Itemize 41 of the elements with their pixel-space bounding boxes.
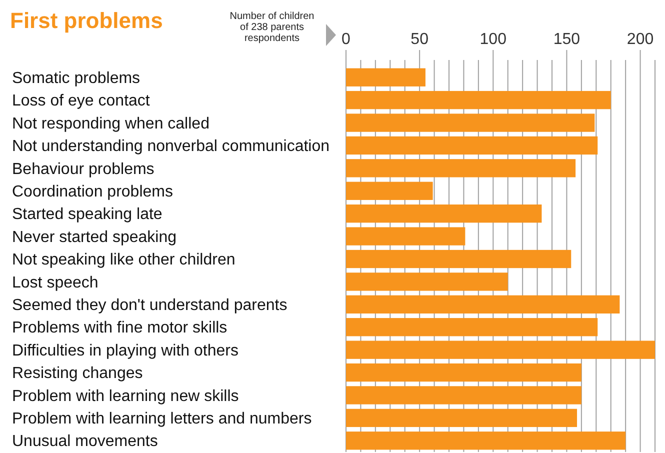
bar	[346, 136, 598, 155]
x-tick-label: 200	[626, 31, 654, 48]
bar	[346, 159, 576, 178]
bar	[346, 340, 655, 359]
y-tick-label: Lost speech	[12, 274, 98, 292]
x-tick-label: 50	[410, 31, 429, 48]
x-tick-label: 0	[342, 31, 351, 48]
y-tick-label: Not responding when called	[12, 115, 210, 132]
y-tick-label: Difficulties in playing with others	[12, 342, 238, 360]
y-tick-label: Not speaking like other children	[12, 252, 236, 269]
y-tick-label: Problem with learning new skills	[12, 388, 239, 405]
bar	[346, 432, 626, 450]
y-tick-label: Problem with learning letters and numbers	[12, 410, 312, 428]
bar	[346, 227, 466, 246]
bar	[346, 386, 582, 404]
bar	[346, 114, 595, 132]
x-tick-label: 100	[480, 31, 507, 48]
x-axis-title: Number of children of 238 parents respondents	[230, 11, 314, 44]
y-tick-label: Never started speaking	[12, 228, 177, 246]
y-tick-label: Behaviour problems	[12, 160, 154, 178]
y-tick-label: Not understanding nonverbal communication	[12, 138, 330, 156]
bar	[346, 90, 611, 110]
bar	[346, 250, 572, 268]
bar	[346, 182, 433, 200]
bar	[346, 318, 598, 336]
bar	[346, 204, 542, 223]
y-tick-label: Coordination problems	[12, 183, 173, 200]
x-tick-label: 150	[553, 31, 580, 48]
y-tick-label: Unusual movements	[12, 433, 158, 450]
bar	[346, 272, 508, 291]
bar	[346, 363, 582, 382]
y-tick-label: Seemed they don't understand parents	[12, 297, 288, 314]
bar	[346, 408, 578, 428]
y-tick-label: Loss of eye contact	[12, 92, 150, 110]
bar	[346, 68, 426, 86]
y-tick-label: Problems with fine motor skills	[12, 320, 228, 337]
text: First problems	[10, 8, 163, 33]
y-tick-label: Started speaking late	[12, 206, 162, 224]
y-tick-label: Somatic problems	[12, 70, 140, 87]
bar	[346, 295, 620, 314]
y-tick-label: Resisting changes	[12, 365, 143, 382]
